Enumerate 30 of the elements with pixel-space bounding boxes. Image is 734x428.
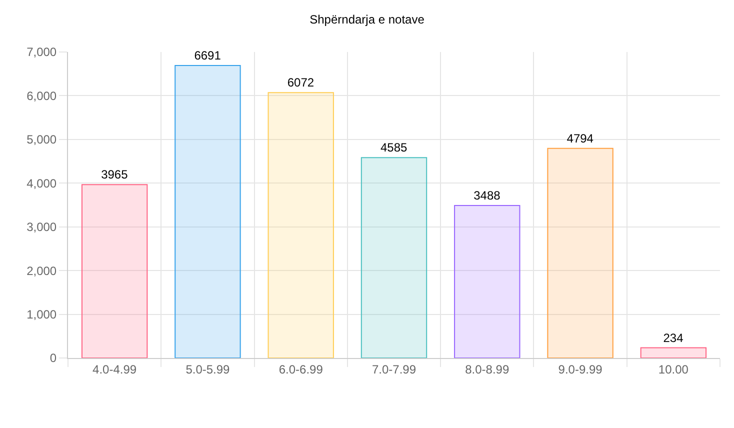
y-tick-label: 3,000 — [26, 220, 57, 234]
data-label: 3488 — [474, 188, 501, 203]
y-tick-label: 1,000 — [26, 307, 57, 322]
x-tick-label: 6.0-6.99 — [278, 362, 324, 376]
data-label: 3965 — [101, 168, 128, 182]
bar — [268, 92, 334, 358]
x-tick-label: 7.0-7.99 — [372, 362, 416, 376]
bar — [640, 347, 707, 358]
y-tick-label: 5,000 — [26, 132, 57, 147]
x-tick-label: 5.0-5.99 — [186, 362, 230, 376]
x-tick-label: 8.0-8.99 — [465, 362, 510, 376]
chart-title: Shpërndarja e notave — [310, 12, 425, 26]
x-tick-label: 4.0-4.99 — [92, 362, 137, 376]
data-label: 4794 — [566, 131, 594, 146]
bar — [454, 205, 520, 358]
data-label: 4585 — [380, 140, 408, 155]
y-tick-label: 7,000 — [26, 45, 57, 60]
x-tick-label: 9.0-9.99 — [558, 362, 603, 376]
y-tick-label: 6,000 — [26, 88, 57, 103]
bar — [81, 184, 148, 358]
bar — [360, 157, 428, 358]
data-label: 234 — [663, 330, 684, 345]
y-tick-label: 0 — [50, 351, 57, 366]
y-tick-label: 4,000 — [26, 176, 57, 190]
bar — [547, 148, 614, 358]
y-tick-label: 2,000 — [26, 264, 57, 278]
data-label: 6072 — [287, 76, 314, 90]
data-label: 6691 — [194, 48, 222, 63]
bar — [174, 65, 241, 358]
x-tick-label: 10.00 — [658, 362, 689, 376]
